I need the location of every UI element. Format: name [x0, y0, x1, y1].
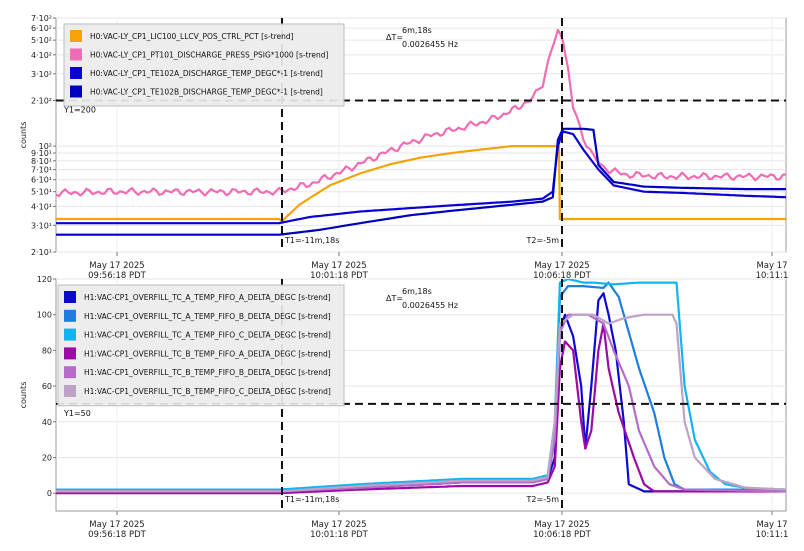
- y-tick-label: 80: [42, 346, 52, 355]
- x-tick-label-date: May 17 2025: [311, 520, 366, 530]
- x-tick-label-time: 10:11:1: [756, 271, 789, 281]
- delta-t-label: ΔT=: [386, 294, 403, 303]
- x-tick-label-date: May 17: [756, 520, 787, 530]
- y-tick-label: 2·10²: [31, 96, 52, 105]
- series-line-3: [56, 279, 786, 491]
- y-tick-label: 8·10¹: [31, 157, 52, 166]
- cursor-y1-label: Y1=50: [63, 409, 91, 418]
- cursor-t1-label: T1=-11m,18s: [284, 495, 339, 504]
- x-tick-label-time: 10:06:18 PDT: [533, 271, 592, 281]
- y-tick-label: 4·10¹: [31, 202, 52, 211]
- series-group: [56, 28, 786, 236]
- x-tick-label-date: May 17 2025: [311, 261, 366, 271]
- series-line-4: [56, 127, 786, 236]
- y-tick-label: 6·10²: [31, 24, 52, 33]
- legend-entry: H1:VAC-CP1_OVERFILL_TC_B_TEMP_FIFO_B_DEL…: [84, 368, 331, 377]
- y-tick-label: 3·10¹: [31, 221, 52, 230]
- delta-t-label: ΔT=: [386, 33, 403, 42]
- x-tick-label-time: 09:56:18 PDT: [88, 271, 147, 281]
- x-tick-label-time: 10:11:1: [756, 530, 789, 540]
- legend-entry: H1:VAC-CP1_OVERFILL_TC_A_TEMP_FIFO_B_DEL…: [84, 312, 331, 321]
- legend-swatch: [70, 67, 82, 79]
- legend-entry: H0:VAC-LY_CP1_TE102B_DISCHARGE_TEMP_DEGC…: [90, 88, 323, 97]
- y-tick-label: 9·10¹: [31, 149, 52, 158]
- legend-entry: H0:VAC-LY_CP1_LIC100_LLCV_POS_CTRL_PCT […: [90, 32, 294, 41]
- y-tick-label: 120: [37, 275, 52, 284]
- legend-box: [57, 284, 345, 407]
- y-tick-label: 5·10²: [31, 36, 52, 45]
- series-line-2: [56, 28, 786, 198]
- y-tick-label: 6·10¹: [31, 176, 52, 185]
- series-line-6: [56, 313, 786, 493]
- y-tick-label: 5·10¹: [31, 188, 52, 197]
- y-tick-label: 100: [37, 311, 52, 320]
- x-tick-label-date: May 17: [756, 261, 787, 271]
- legend-swatch: [70, 48, 82, 61]
- legend-swatch: [64, 347, 76, 360]
- legend-entry: H0:VAC-LY_CP1_PT101_DISCHARGE_PRESS_PSIG…: [90, 51, 329, 60]
- legend-entry: H1:VAC-CP1_OVERFILL_TC_B_TEMP_FIFO_A_DEL…: [84, 349, 331, 358]
- x-tick-label-date: May 17 2025: [534, 261, 589, 271]
- y-tick-label: 20: [42, 453, 52, 462]
- x-tick-label-time: 09:56:18 PDT: [88, 530, 147, 540]
- legend-entry: H1:VAC-CP1_OVERFILL_TC_A_TEMP_FIFO_C_DEL…: [84, 331, 331, 340]
- y-axis-label: counts: [19, 122, 28, 149]
- x-tick-label-time: 10:06:18 PDT: [533, 530, 592, 540]
- cursor-t1-label: T1=-11m,18s: [284, 236, 339, 245]
- cursor-y1-label: Y1=200: [63, 105, 96, 114]
- y-tick-label: 0: [47, 489, 52, 498]
- legend-swatch: [70, 30, 82, 42]
- delta-t-value: 6m,18s: [402, 26, 432, 35]
- y-tick-label: 7·10²: [31, 14, 52, 23]
- x-tick-label-date: May 17 2025: [534, 520, 589, 530]
- y-tick-label: 3·10²: [31, 70, 52, 79]
- y-tick-label: 2·10¹: [31, 248, 52, 257]
- y-tick-label: 60: [42, 382, 52, 391]
- chart-panel-1: 2·10¹ 3·10¹ 4·10¹ 5·10¹ 6·10¹7·10¹8·10¹9·10¹…: [19, 14, 788, 281]
- legend-entry: H0:VAC-LY_CP1_TE102A_DISCHARGE_TEMP_DEGC…: [90, 69, 323, 78]
- x-tick-label-date: May 17 2025: [89, 520, 144, 530]
- series-line-4: [56, 322, 786, 495]
- series-group: [56, 279, 786, 495]
- legend-box: [63, 23, 345, 107]
- legend-swatch: [64, 291, 76, 303]
- delta-f-value: 0.0026455 Hz: [402, 301, 458, 310]
- legend-swatch: [64, 366, 76, 379]
- x-tick-label-date: May 17 2025: [89, 261, 144, 271]
- y-tick-label: 10²: [39, 142, 52, 151]
- legend-swatch: [64, 385, 76, 397]
- legend-entry: H1:VAC-CP1_OVERFILL_TC_A_TEMP_FIFO_A_DEL…: [84, 293, 331, 302]
- y-tick-label: 7·10¹: [31, 166, 52, 175]
- y-tick-label: 40: [42, 418, 52, 427]
- legend-swatch: [70, 85, 82, 98]
- cursor-t2-label: T2=-5m: [526, 236, 560, 245]
- series-line-3: [56, 130, 786, 225]
- delta-f-value: 0.0026455 Hz: [402, 40, 458, 49]
- x-tick-label-time: 10:01:18 PDT: [310, 271, 369, 281]
- cursor-t2-label: T2=-5m: [526, 495, 560, 504]
- legend-swatch: [64, 309, 76, 322]
- legend-swatch: [64, 328, 76, 341]
- y-tick-label: 4·10²: [31, 51, 52, 60]
- legend-entry: H1:VAC-CP1_OVERFILL_TC_B_TEMP_FIFO_C_DEL…: [84, 387, 331, 396]
- delta-t-value: 6m,18s: [402, 287, 432, 296]
- series-line-1: [56, 145, 786, 223]
- x-tick-label-time: 10:01:18 PDT: [310, 530, 369, 540]
- y-axis-label: counts: [19, 382, 28, 409]
